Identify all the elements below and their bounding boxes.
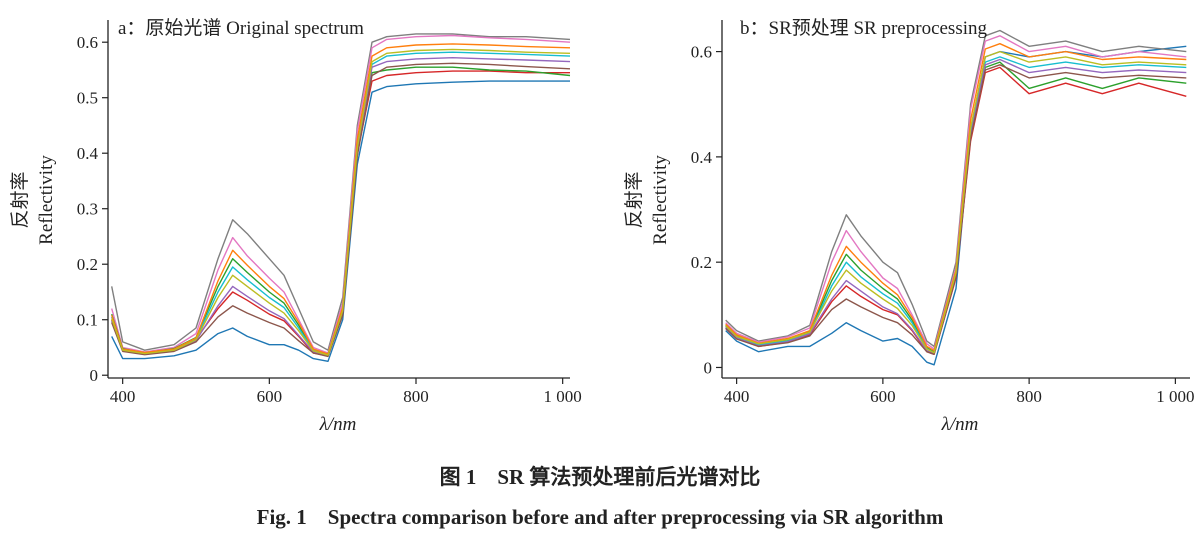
caption-english: Fig. 1 Spectra comparison before and aft… (257, 505, 944, 529)
panel-b-series-line (725, 61, 1187, 353)
panel-a-series-line (111, 62, 571, 358)
panel-b-series-line (725, 64, 1187, 355)
panel-a-y-label-cn: 反射率 (9, 171, 31, 228)
panel-b-y-tick-label: 0 (704, 358, 713, 377)
panel-a-y-tick-label: 0.1 (77, 311, 98, 330)
panel-b-x-ticks: 400 600 800 1 000 (724, 378, 1195, 406)
panel-b-x-tick-label: 600 (870, 387, 896, 406)
panel-a-title: a：原始光谱 Original spectrum (118, 17, 364, 39)
panel-b-chart: 400 600 800 1 000 0 0.2 0.4 0.6 b：SR预处理 SR pre… (623, 17, 1195, 435)
panel-b-series-line (725, 58, 1187, 355)
panel-a-series-line (111, 33, 571, 351)
panel-b-series-line (725, 56, 1187, 354)
panel-b-series-line (725, 45, 1187, 366)
panel-a-y-label-en: Reflectivity (36, 155, 57, 245)
panel-b-x-tick-label: 400 (724, 387, 750, 406)
panel-b-y-tick-label: 0.6 (691, 43, 712, 62)
panel-a-series-line (111, 80, 570, 362)
panel-a-y-tick-label: 0.4 (77, 144, 99, 163)
panel-a-series-line (111, 48, 571, 356)
panel-a-y-ticks: 0 0.1 0.2 0.3 0.4 0.5 0.6 (77, 33, 108, 385)
panel-b-series-line (725, 35, 1187, 350)
panel-b-series-lines (725, 29, 1187, 366)
panel-b-y-ticks: 0 0.2 0.4 0.6 (691, 43, 722, 377)
panel-a-series-line (111, 34, 571, 354)
panel-a-x-label: λ/nm (319, 414, 357, 435)
panel-b-series-line (725, 66, 1187, 355)
panel-b-y-tick-label: 0.4 (691, 148, 713, 167)
panel-a-series-line (111, 43, 571, 355)
panel-a-x-tick-label: 800 (403, 387, 429, 406)
panel-a-y-tick-label: 0.3 (77, 200, 98, 219)
panel-a-y-tick-label: 0.2 (77, 255, 98, 274)
panel-b-y-label-cn: 反射率 (623, 171, 645, 228)
panel-a-series-line (111, 57, 571, 357)
panel-a-x-tick-label: 1 000 (544, 387, 582, 406)
panel-a-series-lines (111, 33, 571, 362)
panel-b-series-line (725, 29, 1187, 348)
panel-a-x-ticks: 400 600 800 1 000 (110, 378, 582, 406)
panel-b-series-line (725, 43, 1187, 352)
panel-a-y-tick-label: 0.5 (77, 89, 98, 108)
panel-a-x-tick-label: 400 (110, 387, 136, 406)
panel-b-series-line (725, 50, 1187, 354)
panel-a-x-tick-label: 600 (257, 387, 283, 406)
panel-b-x-label: λ/nm (941, 414, 979, 435)
panel-b-title: b：SR预处理 SR preprocessing (740, 17, 988, 39)
panel-b-y-label-en: Reflectivity (650, 155, 671, 245)
panel-a-chart: 400 600 800 1 000 0 0.1 0.2 0.3 0.4 0.5 0.6 a：原始光… (9, 17, 582, 435)
caption-chinese: 图 1 SR 算法预处理前后光谱对比 (440, 465, 761, 489)
panel-b-x-tick-label: 800 (1016, 387, 1042, 406)
panel-a-y-tick-label: 0 (90, 366, 99, 385)
panel-b-y-tick-label: 0.2 (691, 253, 712, 272)
panel-b-x-tick-label: 1 000 (1156, 387, 1194, 406)
panel-a-y-tick-label: 0.6 (77, 33, 98, 52)
